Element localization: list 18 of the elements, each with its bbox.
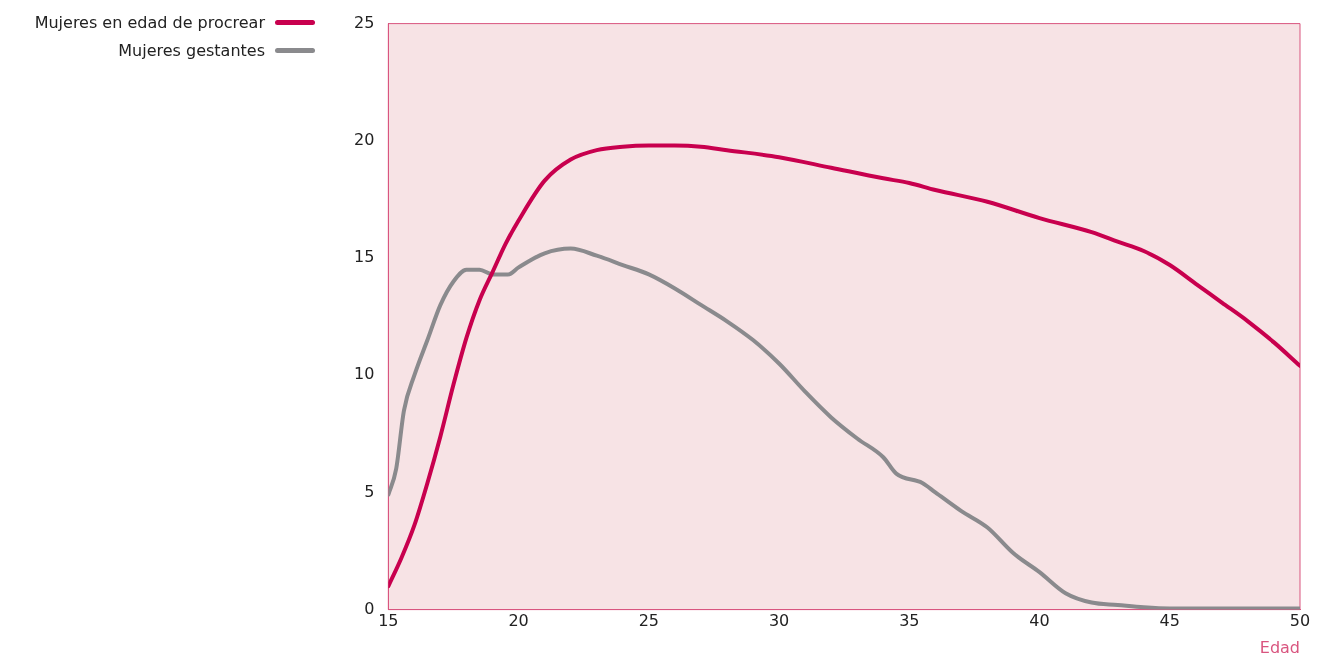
y-tick-label: 10 [354, 364, 375, 384]
legend-label: Mujeres en edad de procrear [34, 12, 265, 32]
y-tick-label: 0 [364, 598, 375, 618]
x-tick-label: 30 [768, 611, 790, 631]
y-tick-label: 5 [364, 481, 375, 501]
x-tick-label: 50 [1289, 611, 1311, 631]
y-tick-label: 15 [354, 247, 375, 267]
x-tick-label: 15 [378, 611, 399, 631]
legend-label: Mujeres gestantes [118, 40, 265, 60]
y-tick-label: 25 [354, 12, 375, 32]
x-tick-label: 20 [508, 611, 529, 631]
x-tick-label: 45 [1159, 611, 1180, 631]
y-tick-label: 20 [354, 129, 375, 149]
line-series [388, 143, 1300, 589]
x-tick-label: 25 [638, 611, 660, 631]
x-axis-title: Edad [1259, 637, 1300, 657]
x-tick-label: 40 [1029, 611, 1050, 631]
x-tick-label: 35 [899, 611, 920, 631]
